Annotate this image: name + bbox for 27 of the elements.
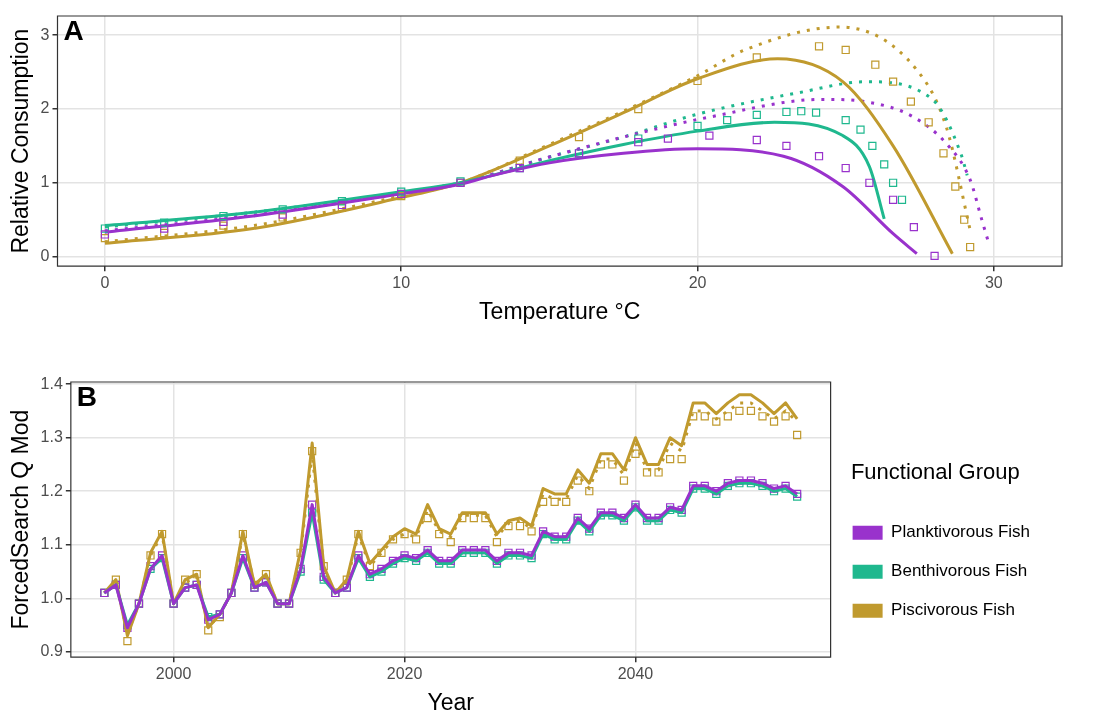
y-tick-label: 3 bbox=[40, 25, 50, 43]
x-tick-label: 0 bbox=[100, 274, 110, 292]
x-tick-label: 2000 bbox=[155, 665, 192, 683]
y-tick-label: 1.4 bbox=[40, 374, 63, 392]
legend-title: Functional Group bbox=[850, 458, 1020, 484]
x-tick-label: 20 bbox=[688, 274, 707, 292]
y-tick-label: 1.3 bbox=[40, 428, 63, 446]
x-tick-label: 30 bbox=[984, 274, 1003, 292]
annotation: A bbox=[63, 14, 84, 46]
y-tick-label: 0 bbox=[40, 247, 50, 265]
legend-label: Planktivorous Fish bbox=[891, 522, 1030, 542]
y-axis-title: Relative Consumption bbox=[7, 28, 34, 254]
y-tick-label: 2 bbox=[40, 99, 50, 117]
x-tick-label: 2020 bbox=[386, 665, 423, 683]
y-axis-title: ForcedSearch Q Mod bbox=[7, 409, 34, 630]
x-axis-title: Temperature °C bbox=[479, 297, 641, 324]
legend-label: Piscivorous Fish bbox=[891, 600, 1015, 620]
x-tick-label: 2040 bbox=[617, 665, 654, 683]
legend-label: Benthivorous Fish bbox=[891, 561, 1028, 581]
y-tick-label: 1 bbox=[40, 173, 50, 191]
y-tick-label: 1.2 bbox=[40, 481, 63, 499]
y-tick-label: 1.1 bbox=[40, 535, 63, 553]
x-tick-label: 10 bbox=[392, 274, 411, 292]
annotation: B bbox=[76, 380, 98, 412]
y-tick-label: 0.9 bbox=[40, 642, 63, 660]
x-axis-title: Year bbox=[427, 688, 475, 715]
y-tick-label: 1.0 bbox=[40, 588, 63, 606]
